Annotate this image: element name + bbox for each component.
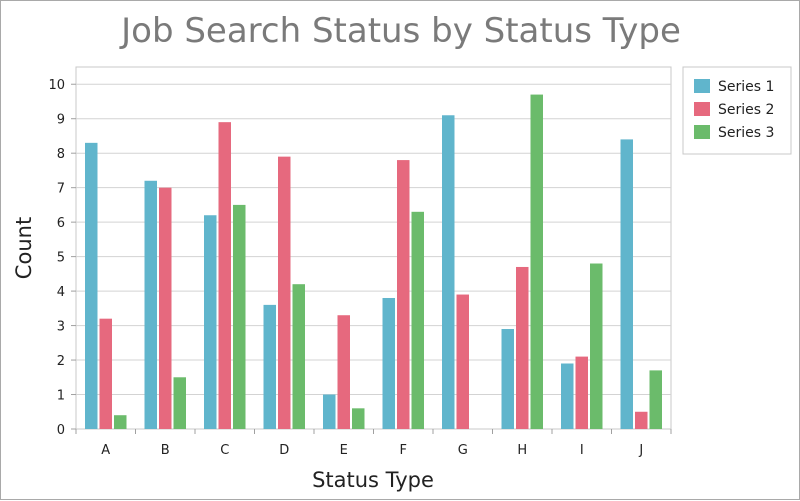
y-axis-title: Count	[12, 217, 36, 279]
x-tick-label: G	[458, 443, 468, 458]
bar-d-series-1	[263, 304, 276, 429]
y-tick-label: 5	[57, 251, 65, 266]
bar-h-series-1	[501, 329, 514, 429]
bar-e-series-3	[352, 408, 365, 429]
legend: Series 1 Series 2 Series 3	[682, 66, 792, 155]
legend-label-series-3: Series 3	[718, 125, 774, 141]
bar-b-series-1	[144, 180, 157, 429]
bar-e-series-2	[337, 315, 350, 429]
y-tick-label: 3	[57, 320, 65, 335]
bar-j-series-3	[649, 370, 662, 429]
bar-c-series-3	[233, 204, 246, 429]
plot-area: 0 1 2 3 4 5 6 7 8 9 10 A B C D E F G H I J	[48, 66, 672, 458]
bar-j-series-2	[635, 411, 648, 429]
x-tick-label: A	[101, 443, 110, 458]
x-axis-ticks: A B C D E F G H I J	[75, 429, 672, 458]
y-tick-label: 9	[57, 113, 65, 128]
bar-e-series-1	[323, 394, 336, 429]
bar-j-series-1	[620, 139, 633, 429]
bar-a-series-3	[114, 415, 127, 429]
chart-title: Job Search Status by Status Type	[119, 11, 681, 51]
bar-g-series-2	[456, 294, 469, 429]
x-axis-title: Status Type	[312, 468, 434, 492]
bar-c-series-1	[204, 215, 217, 429]
x-tick-label: I	[580, 443, 584, 458]
bar-a-series-1	[85, 142, 98, 429]
bar-i-series-1	[561, 363, 574, 429]
x-tick-label: J	[638, 443, 643, 458]
bar-i-series-3	[590, 263, 603, 429]
bar-f-series-2	[397, 160, 410, 430]
y-tick-label: 4	[57, 285, 65, 300]
y-tick-label: 6	[57, 216, 65, 231]
bar-h-series-2	[516, 266, 529, 429]
y-tick-label: 10	[48, 78, 65, 93]
y-tick-label: 7	[57, 182, 65, 197]
bar-f-series-1	[382, 297, 395, 429]
x-tick-label: H	[517, 443, 527, 458]
bar-g-series-1	[442, 115, 455, 430]
legend-swatch-series-2	[694, 102, 710, 116]
x-tick-label: C	[220, 443, 229, 458]
y-tick-label: 8	[57, 147, 65, 162]
bar-h-series-3	[530, 94, 543, 429]
bar-a-series-2	[99, 318, 112, 429]
y-tick-label: 1	[57, 389, 65, 404]
bar-b-series-2	[159, 187, 172, 429]
x-tick-label: F	[400, 443, 407, 458]
legend-swatch-series-3	[694, 125, 710, 139]
bar-i-series-2	[575, 356, 588, 429]
y-axis-ticks: 0 1 2 3 4 5 6 7 8 9 10	[48, 78, 76, 438]
y-tick-label: 0	[57, 423, 65, 438]
legend-swatch-series-1	[694, 79, 710, 93]
bar-f-series-3	[411, 211, 424, 429]
bar-d-series-3	[292, 284, 305, 429]
x-tick-label: D	[279, 443, 289, 458]
legend-label-series-2: Series 2	[718, 102, 774, 118]
bar-d-series-2	[278, 156, 291, 429]
y-tick-label: 2	[57, 354, 65, 369]
x-tick-label: B	[161, 443, 170, 458]
x-tick-label: E	[340, 443, 348, 458]
bar-b-series-3	[173, 377, 186, 429]
legend-label-series-1: Series 1	[718, 79, 774, 95]
bars	[85, 94, 662, 430]
bar-c-series-2	[218, 122, 231, 430]
